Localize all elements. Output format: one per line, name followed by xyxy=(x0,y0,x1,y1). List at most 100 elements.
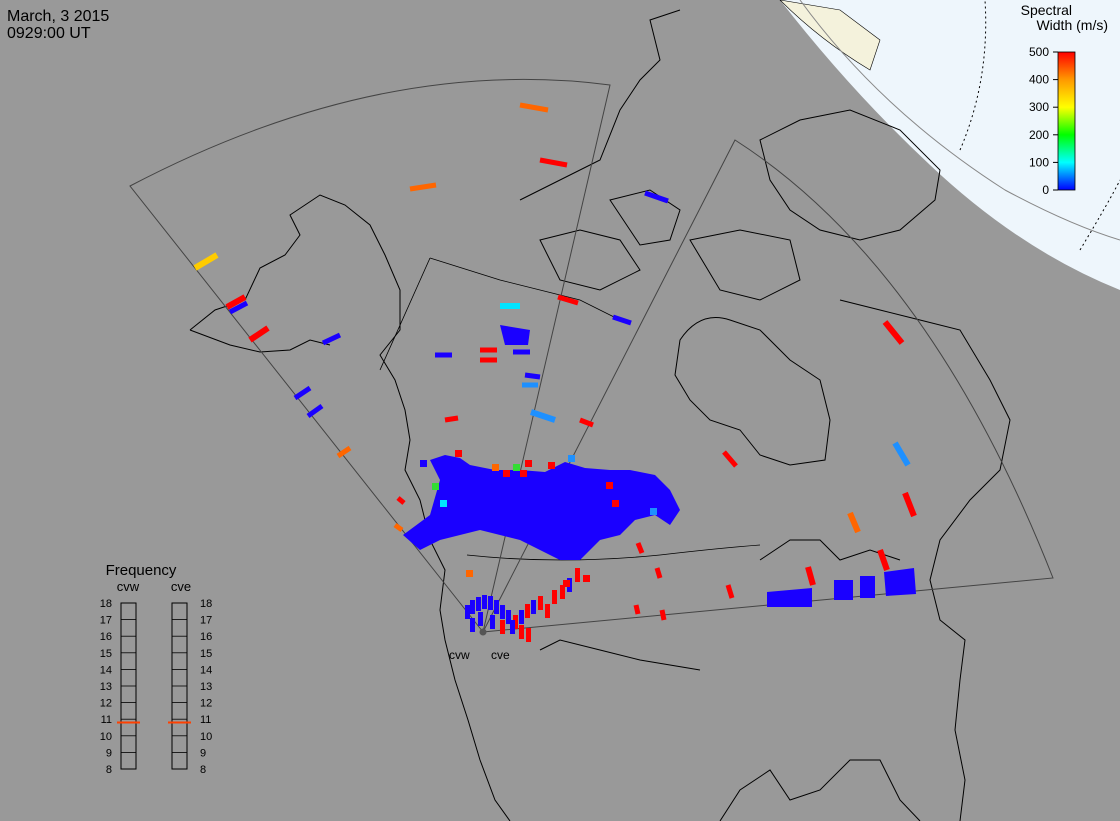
latitude-circle xyxy=(959,0,987,151)
frequency-tick-left: 8 xyxy=(106,764,112,776)
echo-cell xyxy=(525,460,532,467)
echo-cell xyxy=(476,597,481,611)
echo-segment xyxy=(882,320,905,345)
echo-cell xyxy=(519,610,524,624)
echo-cell xyxy=(538,596,543,610)
colorbar-tick-label: 100 xyxy=(1029,155,1049,169)
echo-cell xyxy=(488,596,493,610)
echo-cell xyxy=(531,600,536,614)
frequency-tick-right: 11 xyxy=(200,714,211,726)
echo-segment xyxy=(847,511,861,534)
frequency-tick-left: 13 xyxy=(100,681,112,693)
echo-cell xyxy=(465,605,470,619)
latitude-circle-outer xyxy=(1079,179,1120,251)
echo-cell xyxy=(466,570,473,577)
echo-segment xyxy=(633,604,641,615)
echo-cell xyxy=(482,595,487,609)
frequency-tick-right: 13 xyxy=(200,681,212,693)
echo-cell xyxy=(420,460,427,467)
echo-patch xyxy=(500,325,530,345)
echo-patch xyxy=(884,568,916,596)
echo-cell xyxy=(455,450,462,457)
echo-segment xyxy=(654,567,663,579)
echo-cell xyxy=(506,610,511,624)
echo-segment xyxy=(902,491,917,518)
echo-segment xyxy=(519,102,549,113)
frequency-tick-left: 18 xyxy=(100,598,112,610)
echo-patch xyxy=(403,455,680,560)
echo-segment xyxy=(393,522,404,533)
colorbar-title-line2: Width (m/s) xyxy=(1036,17,1108,33)
frequency-right-label: cve xyxy=(171,579,191,594)
colorbar-tick-label: 200 xyxy=(1029,128,1049,142)
echo-cell xyxy=(440,500,447,507)
echo-cell xyxy=(503,470,510,477)
echo-segment xyxy=(539,157,568,168)
radar-site-marker xyxy=(479,628,487,636)
echo-cell xyxy=(470,618,475,632)
echo-cell xyxy=(612,500,619,507)
echo-segment xyxy=(722,450,738,468)
echo-segment xyxy=(659,609,667,621)
echo-cell xyxy=(513,615,518,629)
echo-segment xyxy=(409,182,437,192)
polar-shore xyxy=(779,0,881,71)
frequency-tick-right: 12 xyxy=(200,698,212,710)
fov-cvw xyxy=(129,78,611,633)
radar-label-west: cvw xyxy=(449,648,470,662)
echo-segment xyxy=(444,415,459,423)
frequency-tick-right: 8 xyxy=(200,764,206,776)
echo-segment xyxy=(396,496,406,505)
colorbar-ticks: 500 400 300 200 100 0 xyxy=(1029,45,1058,197)
frequency-left-label: cvw xyxy=(117,579,140,594)
echo-cell xyxy=(568,455,575,462)
echo-cell xyxy=(490,615,495,629)
frequency-tick-right: 14 xyxy=(200,664,212,676)
echo-segment xyxy=(805,566,816,586)
radar-label-east: cve xyxy=(491,648,510,662)
radar-echoes xyxy=(193,102,917,642)
frequency-tick-right: 18 xyxy=(200,598,212,610)
frequency-tick-right: 17 xyxy=(200,615,212,627)
echo-cell xyxy=(575,568,580,582)
echo-cell xyxy=(432,483,439,490)
echo-cell xyxy=(606,482,613,489)
echo-cell xyxy=(519,625,524,639)
echo-cell xyxy=(520,470,527,477)
echo-segment xyxy=(579,417,594,428)
colorbar: Spectral Width (m/s) 500 400 300 200 100 0 xyxy=(1021,2,1108,197)
echo-segment xyxy=(530,409,556,423)
echo-segment xyxy=(225,294,247,310)
echo-segment xyxy=(892,441,911,467)
echo-segment xyxy=(612,314,632,326)
echo-cell xyxy=(592,472,599,479)
echo-cell xyxy=(478,612,483,626)
echo-segment xyxy=(877,549,890,571)
echo-segment xyxy=(336,445,352,459)
echo-cell xyxy=(492,464,499,471)
frequency-tick-left: 11 xyxy=(101,714,112,726)
date-label: March, 3 2015 xyxy=(7,8,110,25)
colorbar-tick-label: 400 xyxy=(1029,73,1049,87)
echo-segment xyxy=(193,252,219,271)
echo-cell xyxy=(526,628,531,642)
echo-cell xyxy=(510,620,515,634)
frequency-tick-left: 10 xyxy=(100,731,112,743)
time-label: 0929:00 UT xyxy=(7,25,91,42)
frequency-tick-left: 15 xyxy=(100,648,112,660)
echo-cell xyxy=(470,600,475,614)
coastlines xyxy=(189,9,1011,821)
colorbar-tick-label: 0 xyxy=(1042,183,1049,197)
echo-cell xyxy=(513,464,520,471)
frequency-boxes xyxy=(120,602,188,770)
frequency-tick-left: 12 xyxy=(100,698,112,710)
echo-cell xyxy=(548,462,555,469)
frequency-tick-right: 16 xyxy=(200,631,212,643)
echo-segment xyxy=(248,325,270,343)
echo-cell xyxy=(545,604,550,618)
echo-segment xyxy=(306,403,324,419)
frequency-tick-left: 17 xyxy=(100,615,112,627)
echo-segment xyxy=(557,294,579,306)
